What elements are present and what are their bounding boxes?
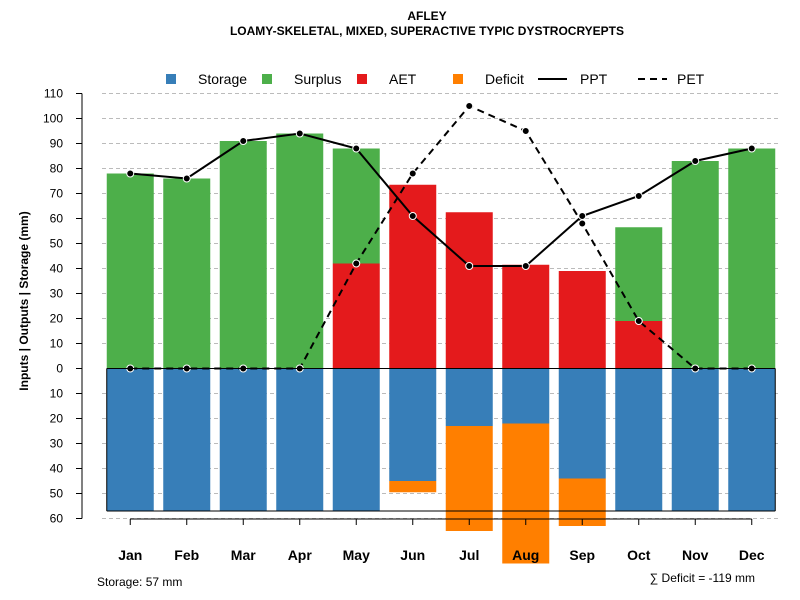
legend-storage-swatch (166, 74, 176, 84)
legend-deficit-swatch (453, 74, 463, 84)
legend-surplus-label: Surplus (294, 71, 341, 87)
surplus-bar (615, 227, 663, 321)
storage-bar (106, 368, 154, 511)
y-tick-label: 40 (50, 462, 64, 476)
pet-point (408, 169, 417, 178)
x-tick-label: May (343, 547, 370, 563)
y-tick-label: 110 (44, 87, 63, 101)
axes: 1101009080706050403020100102030405060Jan… (43, 87, 776, 563)
x-tick-label: Sep (569, 547, 595, 563)
storage-note: Storage: 57 mm (97, 575, 182, 589)
surplus-bar (106, 173, 154, 369)
ppt-line (130, 132, 752, 267)
y-tick-label: 80 (50, 162, 64, 176)
storage-bar (276, 368, 324, 511)
bars (106, 133, 776, 564)
y-axis-title: Inputs | Outputs | Storage (mm) (17, 211, 31, 390)
ppt-point (521, 262, 530, 270)
pet-point (634, 317, 643, 325)
aet-bar (445, 212, 493, 369)
ppt-point (239, 137, 248, 145)
x-tick-label: Jan (118, 547, 142, 563)
storage-bar (445, 368, 493, 426)
x-tick-label: Feb (174, 547, 199, 563)
y-tick-label: 50 (50, 237, 64, 251)
storage-bar (219, 368, 267, 511)
pet-point (352, 259, 361, 268)
deficit-note: ∑ Deficit = -119 mm (650, 571, 755, 585)
legend-pet-label: PET (677, 71, 705, 87)
storage-bar (671, 368, 719, 511)
legend-ppt-label: PPT (580, 71, 608, 87)
y-tick-label: 30 (50, 437, 64, 451)
x-tick-label: Apr (288, 547, 313, 563)
deficit-bar (389, 481, 437, 493)
surplus-bar (728, 148, 776, 369)
ppt-point (465, 262, 474, 270)
y-tick-label: 40 (50, 262, 64, 276)
pet-point (521, 127, 530, 135)
aet-bar (615, 321, 663, 369)
chart-title: AFLEY (407, 9, 446, 23)
y-tick-label: 60 (50, 212, 64, 226)
pet-point (465, 102, 474, 110)
ppt-point (747, 144, 756, 153)
ppt-point (126, 169, 135, 178)
deficit-bar (558, 478, 606, 526)
pet-point (578, 219, 587, 228)
y-tick-label: 20 (50, 312, 64, 326)
x-tick-label: Jun (400, 547, 425, 563)
y-tick-label: 60 (50, 512, 64, 526)
surplus-bar (332, 148, 380, 264)
legend: Storage Surplus AET Deficit PPT PET (166, 71, 705, 87)
legend-aet-label: AET (389, 71, 417, 87)
deficit-bar (502, 423, 550, 564)
aet-bar (332, 263, 380, 369)
y-tick-label: 10 (50, 387, 64, 401)
legend-storage-label: Storage (198, 71, 247, 87)
ppt-point (408, 212, 417, 220)
ppt-point (634, 192, 643, 200)
ppt-point (182, 174, 191, 183)
x-tick-label: Mar (231, 547, 256, 563)
storage-bar (389, 368, 437, 481)
ppt-point (578, 212, 587, 220)
storage-bar (163, 368, 211, 511)
y-tick-label: 10 (50, 337, 64, 351)
y-tick-label: 70 (50, 187, 64, 201)
aet-bar (558, 271, 606, 369)
ppt-point (352, 144, 361, 153)
y-tick-label: 0 (56, 362, 63, 376)
series-lines (126, 102, 756, 373)
deficit-bar (445, 426, 493, 531)
surplus-bar (671, 161, 719, 369)
legend-deficit-label: Deficit (485, 71, 524, 87)
x-tick-label: Nov (682, 547, 709, 563)
surplus-bar (219, 141, 267, 369)
y-tick-label: 50 (50, 487, 64, 501)
x-tick-label: Jul (459, 547, 479, 563)
legend-surplus-swatch (262, 74, 272, 84)
storage-bar (558, 368, 606, 479)
storage-bar (502, 368, 550, 424)
storage-bar (615, 368, 663, 511)
surplus-bar (163, 178, 211, 369)
x-tick-label: Aug (512, 547, 539, 563)
y-tick-label: 30 (50, 287, 64, 301)
x-tick-label: Oct (627, 547, 651, 563)
legend-aet-swatch (357, 74, 367, 84)
y-tick-label: 100 (43, 112, 63, 126)
storage-bar (332, 368, 380, 511)
surplus-bar (276, 133, 324, 369)
y-tick-label: 90 (50, 137, 64, 151)
storage-bar (728, 368, 776, 511)
x-tick-label: Dec (739, 547, 765, 563)
ppt-point (691, 157, 700, 165)
y-tick-label: 20 (50, 412, 64, 426)
chart-subtitle: LOAMY-SKELETAL, MIXED, SUPERACTIVE TYPIC… (230, 24, 624, 38)
aet-bar (502, 264, 550, 369)
ppt-point (295, 129, 304, 138)
